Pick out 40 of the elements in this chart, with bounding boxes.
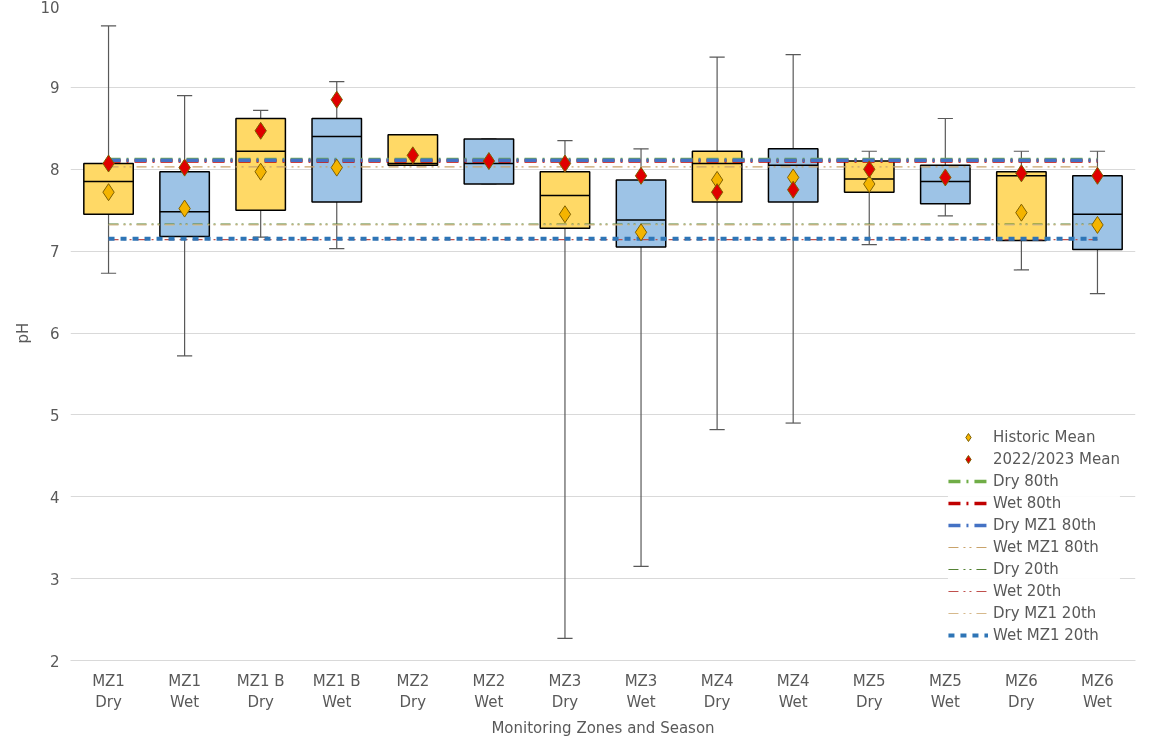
x-tick-label: MZ1 Dry <box>92 671 125 712</box>
legend-label: 2022/2023 Mean <box>992 450 1120 468</box>
x-axis-title: Monitoring Zones and Season <box>491 719 715 738</box>
x-tick-label: MZ2 Dry <box>396 671 430 712</box>
y-tick-label: 7 <box>49 243 60 262</box>
y-tick-label: 4 <box>49 488 60 507</box>
x-tick-label: MZ5 Wet <box>928 671 962 712</box>
legend-label: Dry MZ1 80th <box>992 516 1097 534</box>
x-tick-label: MZ3 Wet <box>624 671 658 712</box>
x-tick-label: MZ4 Dry <box>700 671 734 712</box>
point <box>558 154 572 173</box>
x-tick-label: MZ6 Dry <box>1005 671 1038 712</box>
legend-label: Wet MZ1 80th <box>992 538 1099 556</box>
legend-label: Historic Mean <box>992 428 1096 446</box>
legend-label: Wet 20th <box>992 582 1062 600</box>
point <box>634 166 648 185</box>
y-axis-title: pH <box>14 322 33 344</box>
y-tick-label: 9 <box>49 79 60 98</box>
y-tick-label: 8 <box>49 161 60 180</box>
y-tick-label: 3 <box>49 570 60 589</box>
y-tick-label: 6 <box>49 325 60 343</box>
x-tick-label: MZ2 Wet <box>472 671 506 712</box>
point <box>558 205 572 224</box>
x-tick-label: MZ4 Wet <box>776 671 810 712</box>
legend-label: Dry 20th <box>992 560 1059 578</box>
x-tick-label: MZ1 Wet <box>168 671 201 712</box>
point <box>710 183 724 202</box>
x-tick-label: MZ3 Dry <box>548 671 582 712</box>
x-tick-label: MZ6 Wet <box>1081 671 1114 712</box>
legend-label: Dry 80th <box>992 472 1059 490</box>
legend-label: Dry MZ1 20th <box>992 604 1097 622</box>
x-tick-label: MZ5 Dry <box>852 671 886 712</box>
legend-label: Wet 80th <box>992 494 1062 512</box>
y-tick-label: 5 <box>49 406 60 425</box>
y-tick-label: 10 <box>40 0 60 17</box>
point <box>634 223 648 242</box>
legend-label: Wet MZ1 20th <box>992 626 1099 644</box>
x-tick-label: MZ1 B Dry <box>236 671 285 712</box>
x-tick-label: MZ1 B Wet <box>312 671 361 712</box>
y-tick-label: 2 <box>49 652 60 671</box>
